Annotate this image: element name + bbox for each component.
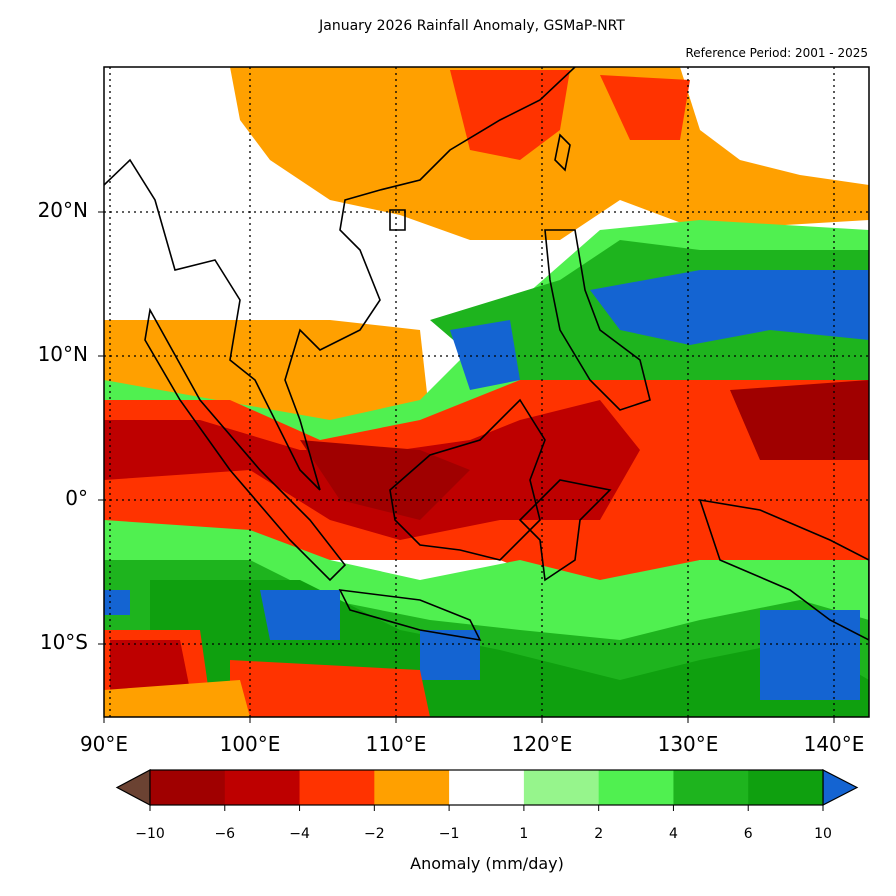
lon-label-100e: 100°E bbox=[219, 732, 281, 756]
coastline bbox=[104, 158, 321, 491]
anomaly-region bbox=[110, 640, 190, 690]
colorbar-segment bbox=[224, 770, 301, 805]
colorbar-segment bbox=[673, 770, 749, 805]
colorbar-segment bbox=[150, 770, 226, 805]
colorbar-under-extension bbox=[115, 769, 151, 806]
anomaly-region bbox=[104, 590, 130, 615]
colorbar-segment bbox=[748, 770, 824, 805]
graticule bbox=[98, 67, 869, 723]
coastline bbox=[389, 398, 546, 561]
colorbar-tick-label: 2 bbox=[594, 826, 604, 842]
coastline bbox=[698, 498, 869, 641]
anomaly-region bbox=[450, 320, 520, 390]
anomaly-field bbox=[104, 67, 869, 717]
lat-label-20n: 20°N bbox=[37, 198, 88, 222]
colorbar-segment bbox=[299, 770, 375, 805]
colorbar-tick-label: −1 bbox=[438, 826, 460, 842]
colorbar-segment bbox=[449, 770, 525, 805]
colorbar-segment bbox=[374, 770, 450, 805]
anomaly-region bbox=[760, 610, 860, 700]
colorbar-tick-label: −10 bbox=[135, 826, 165, 842]
colorbar-tick-label: 6 bbox=[743, 826, 753, 842]
coastline bbox=[544, 229, 651, 411]
lat-label-0: 0° bbox=[65, 486, 88, 510]
colorbar-segment bbox=[523, 770, 600, 805]
colorbar-tick-label: −4 bbox=[289, 826, 310, 842]
colorbar bbox=[115, 769, 859, 811]
chart-title: January 2026 Rainfall Anomaly, GSMaP-NRT bbox=[319, 18, 625, 34]
colorbar-tick-label: 10 bbox=[814, 826, 832, 842]
coastline bbox=[389, 209, 406, 231]
coastline bbox=[144, 307, 347, 582]
anomaly-region bbox=[680, 67, 869, 185]
anomaly-region bbox=[600, 75, 690, 140]
coastline bbox=[338, 589, 482, 642]
colorbar-over-extension bbox=[822, 769, 859, 806]
coastlines bbox=[104, 67, 869, 642]
coastline bbox=[554, 133, 571, 172]
lon-label-110e: 110°E bbox=[365, 732, 427, 756]
lon-label-120e: 120°E bbox=[511, 732, 573, 756]
lon-label-140e: 140°E bbox=[803, 732, 865, 756]
colorbar-tick-label: −2 bbox=[364, 826, 385, 842]
anomaly-region bbox=[104, 680, 250, 717]
reference-period: Reference Period: 2001 - 2025 bbox=[685, 46, 868, 60]
anomaly-region bbox=[260, 590, 340, 640]
anomaly-region bbox=[420, 630, 480, 680]
colorbar-tick-label: 1 bbox=[519, 826, 529, 842]
colorbar-tick-label: −6 bbox=[214, 826, 236, 842]
anomaly-region bbox=[300, 440, 470, 520]
lon-label-130e: 130°E bbox=[657, 732, 719, 756]
anomaly-region bbox=[230, 660, 430, 717]
colorbar-tick-label: 4 bbox=[668, 826, 678, 842]
anomaly-region bbox=[590, 270, 869, 345]
lat-label-10s: 10°S bbox=[39, 630, 88, 654]
colorbar-label: Anomaly (mm/day) bbox=[410, 854, 564, 873]
coastline bbox=[284, 67, 576, 491]
lat-label-10n: 10°N bbox=[37, 342, 88, 366]
colorbar-segment bbox=[598, 770, 674, 805]
coastline bbox=[518, 479, 612, 582]
map-frame bbox=[103, 66, 870, 718]
lon-label-90e: 90°E bbox=[79, 732, 129, 756]
colorbar-frame bbox=[149, 769, 824, 806]
